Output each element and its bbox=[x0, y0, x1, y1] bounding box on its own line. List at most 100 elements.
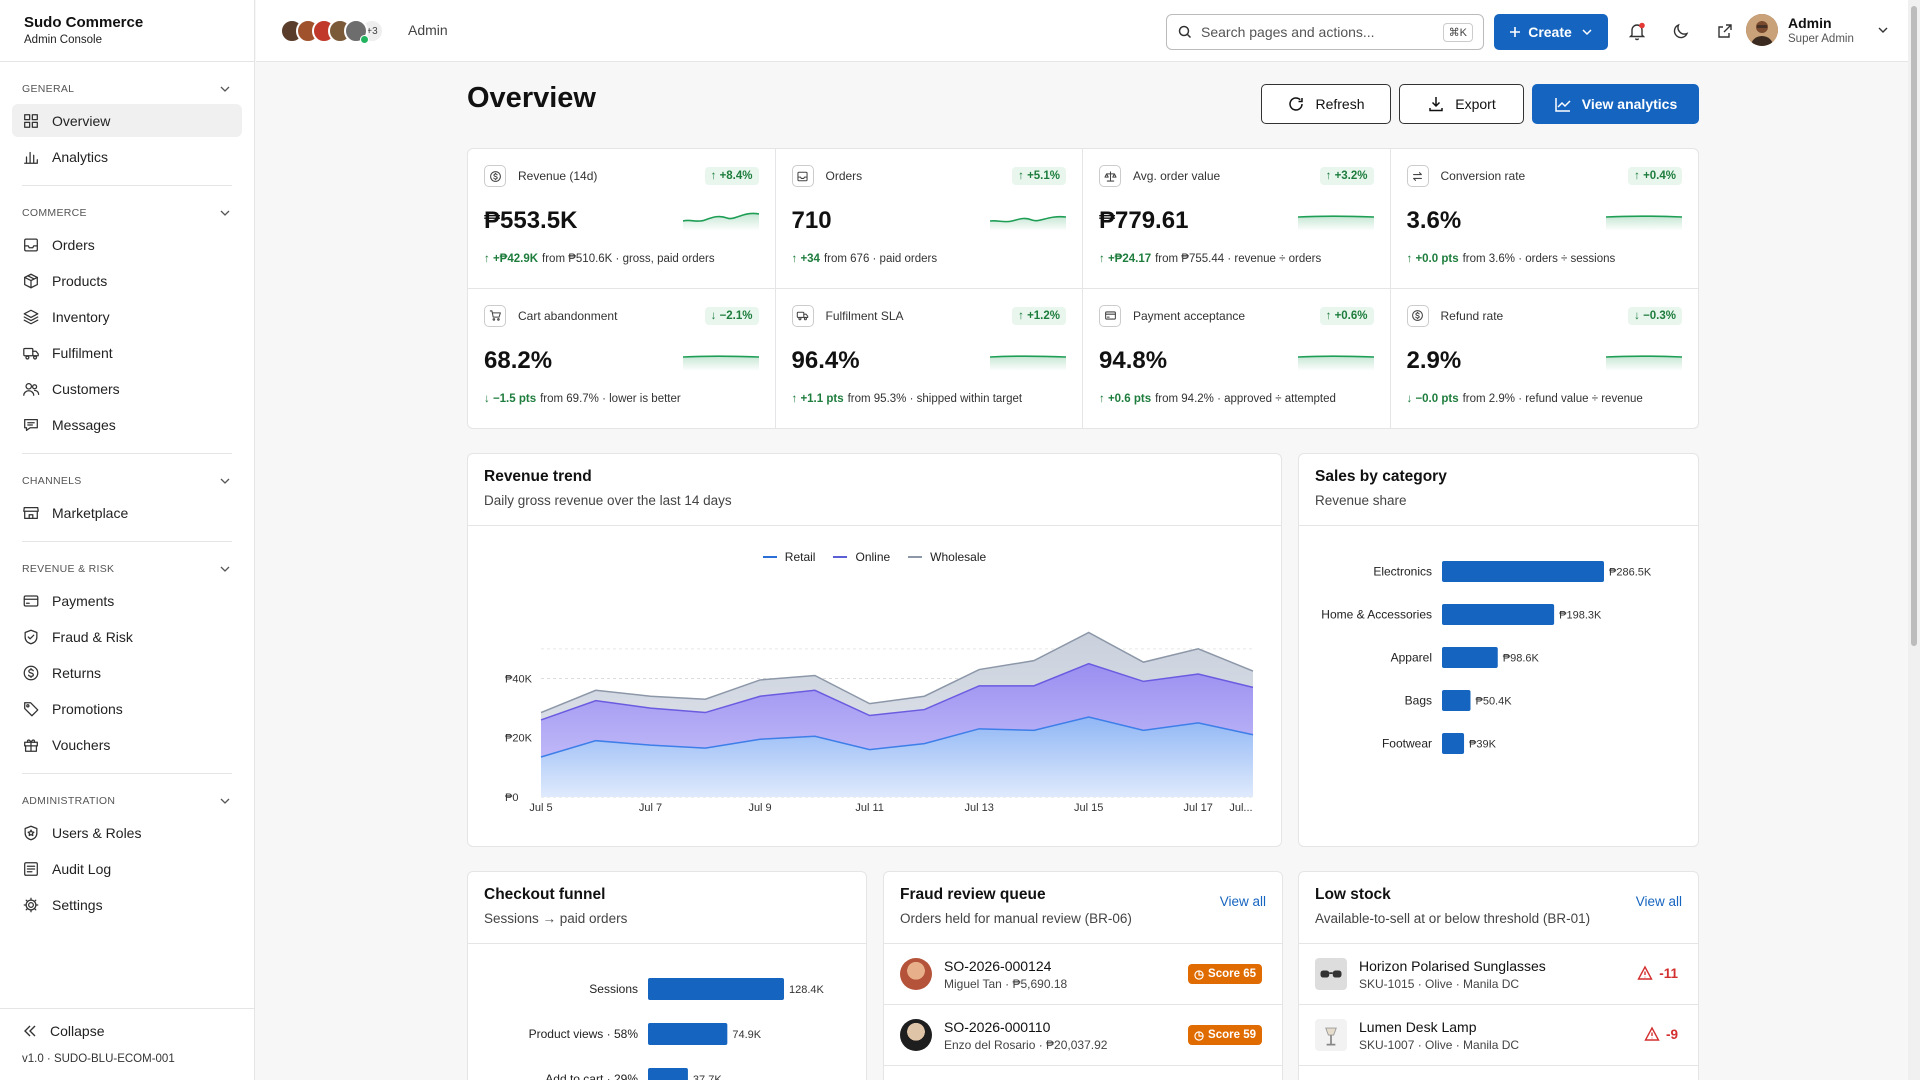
page-title: Overview bbox=[467, 82, 596, 114]
kpi-card[interactable]: Conversion rate ↑ +0.4% 3.6% ↑ +0.0 pts from… bbox=[1390, 149, 1698, 289]
sidebar-item-products[interactable]: Products bbox=[12, 264, 242, 297]
x-tick-label: Jul 15 bbox=[1074, 802, 1103, 814]
list-item[interactable]: SO-2026-000124 Miguel Tan · ₱5,690.18 ◷ S… bbox=[884, 944, 1282, 1005]
swap-icon bbox=[1413, 171, 1422, 181]
sidebar-item-inventory[interactable]: Inventory bbox=[12, 300, 242, 333]
kpi-footnote: ↑ +₱24.17 from ₱755.44 · revenue ÷ orders bbox=[1099, 253, 1374, 265]
kpi-card[interactable]: Refund rate ↓ −0.3% 2.9% ↓ −0.0 pts from 2.9… bbox=[1391, 289, 1699, 429]
kpi-change: ↑ +34 bbox=[791, 253, 820, 265]
kpi-note: from 95.3% · shipped within target bbox=[847, 392, 1023, 405]
sidebar-item-audit-log[interactable]: Audit Log bbox=[12, 852, 242, 885]
scrollbar-thumb[interactable] bbox=[1911, 6, 1917, 646]
legend-item[interactable]: Retail bbox=[762, 550, 815, 564]
category-label: Footwear bbox=[1382, 737, 1432, 751]
moon-icon[interactable] bbox=[1671, 21, 1691, 41]
legend-swatch bbox=[833, 556, 848, 558]
sidebar-item-settings[interactable]: Settings bbox=[12, 888, 242, 921]
collapse-button[interactable]: Collapse bbox=[22, 1023, 233, 1039]
brand[interactable]: Sudo Commerce Admin Console bbox=[0, 0, 254, 62]
trend-chart-icon bbox=[1555, 98, 1571, 112]
bar[interactable] bbox=[1442, 690, 1471, 711]
bar[interactable] bbox=[1442, 647, 1498, 668]
bar[interactable] bbox=[648, 1068, 688, 1080]
x-tick-label: Jul... bbox=[1229, 802, 1252, 814]
score-badge: ◷ Score 65 bbox=[1188, 964, 1262, 984]
list-item[interactable]: SO-2026-000110 Enzo del Rosario · ₱20,03… bbox=[884, 1005, 1282, 1066]
sparkline bbox=[682, 212, 759, 231]
product-meta: SKU-1015 · Olive · Manila DC bbox=[1359, 976, 1520, 991]
search-shortcut: ⌘K bbox=[1442, 22, 1473, 42]
shield-icon bbox=[24, 629, 38, 644]
sidebar-item-customers[interactable]: Customers bbox=[12, 372, 242, 405]
sidebar-item-returns[interactable]: Returns bbox=[12, 656, 242, 689]
list-item[interactable]: Lumen Desk Lamp SKU-1007 · Olive · Manil… bbox=[1299, 1005, 1698, 1066]
legend-item[interactable]: Online bbox=[833, 550, 890, 564]
kpi-card[interactable]: Payment acceptance ↑ +0.6% 94.8% ↑ +0.6 pts… bbox=[1083, 288, 1391, 428]
kpi-card[interactable]: Revenue (14d) ↑ +8.4% ₱553.5K ↑ +₱42.9K from… bbox=[468, 149, 776, 289]
kpi-note: from 69.7% · lower is better bbox=[540, 392, 681, 405]
kpi-note: from 676 · paid orders bbox=[823, 253, 938, 265]
sidebar-item-label: Analytics bbox=[52, 148, 109, 165]
kpi-card[interactable]: Avg. order value ↑ +3.2% ₱779.61 ↑ +₱24.17 f… bbox=[1083, 149, 1391, 289]
legend-item[interactable]: Wholesale bbox=[908, 550, 986, 564]
legend-swatch bbox=[908, 556, 923, 558]
sidebar-item-label: Customers bbox=[52, 380, 120, 397]
sidebar-item-label: Inventory bbox=[52, 308, 110, 325]
kpi-card[interactable]: Orders ↑ +5.1% 710 ↑ +34 from 676 · paid ord… bbox=[775, 149, 1083, 289]
warning-icon bbox=[1644, 1026, 1660, 1041]
bar[interactable] bbox=[1442, 561, 1604, 582]
view-all-link[interactable]: View all bbox=[1219, 894, 1266, 909]
section-divider bbox=[22, 185, 232, 186]
sidebar-item-label: Products bbox=[52, 272, 108, 289]
sidebar-item-analytics[interactable]: Analytics bbox=[12, 140, 242, 173]
export-button[interactable]: Export bbox=[1399, 84, 1524, 124]
bar[interactable] bbox=[1442, 604, 1555, 625]
checkout-funnel-card: Checkout funnel Sessions → paid orders S… bbox=[467, 871, 867, 1080]
collaborator-avatars[interactable]: +3 bbox=[280, 19, 384, 44]
sidebar-item-messages[interactable]: Messages bbox=[12, 408, 242, 441]
x-tick-label: Jul 13 bbox=[964, 802, 993, 814]
product-name: Horizon Polarised Sunglasses bbox=[1359, 957, 1546, 974]
gift-icon bbox=[24, 738, 38, 752]
order-id: SO-2026-000110 bbox=[944, 1018, 1051, 1035]
sidebar-item-overview[interactable]: Overview bbox=[12, 104, 242, 137]
sidebar-item-vouchers[interactable]: Vouchers bbox=[12, 728, 242, 761]
section-header[interactable]: COMMERCE bbox=[12, 198, 242, 228]
section-header[interactable]: REVENUE & RISK bbox=[12, 554, 242, 584]
section-header[interactable]: CHANNELS bbox=[12, 466, 242, 496]
bar[interactable] bbox=[648, 978, 784, 1000]
page-scrollbar[interactable] bbox=[1908, 0, 1920, 1080]
sidebar-item-promotions[interactable]: Promotions bbox=[12, 692, 242, 725]
bar[interactable] bbox=[648, 1023, 728, 1045]
create-button[interactable]: Create bbox=[1494, 14, 1608, 50]
sidebar-item-users-roles[interactable]: Users & Roles bbox=[12, 816, 242, 849]
list-item[interactable]: Horizon Polarised Sunglasses SKU-1015 · … bbox=[1299, 944, 1698, 1005]
delta-badge: ↑ +3.2% bbox=[1319, 167, 1374, 185]
sidebar-item-fraud-risk[interactable]: Fraud & Risk bbox=[12, 620, 242, 653]
chevron-down-icon bbox=[220, 86, 230, 92]
x-tick-label: Jul 5 bbox=[529, 802, 552, 814]
grid-icon bbox=[24, 113, 38, 128]
brand-name: Sudo Commerce bbox=[24, 14, 144, 31]
sidebar: Sudo Commerce Admin Console GENERAL Overv… bbox=[0, 0, 255, 1080]
view-analytics-button[interactable]: View analytics bbox=[1532, 84, 1699, 124]
kpi-card[interactable]: Fulfilment SLA ↑ +1.2% 96.4% ↑ +1.1 pts from… bbox=[776, 288, 1083, 428]
x-tick-label: Jul 11 bbox=[855, 802, 884, 814]
view-all-link[interactable]: View all bbox=[1635, 894, 1682, 909]
bar[interactable] bbox=[1442, 733, 1465, 754]
search-input[interactable]: Search pages and actions... ⌘K bbox=[1166, 14, 1484, 50]
section-header[interactable]: ADMINISTRATION bbox=[12, 786, 242, 816]
sparkline bbox=[990, 215, 1066, 231]
bar-value-label: ₱286.5K bbox=[1609, 567, 1652, 579]
refresh-button[interactable]: Refresh bbox=[1261, 84, 1391, 124]
sidebar-item-marketplace[interactable]: Marketplace bbox=[12, 496, 242, 529]
external-link-icon[interactable] bbox=[1715, 21, 1735, 41]
sidebar-item-fulfilment[interactable]: Fulfilment bbox=[12, 336, 242, 369]
sidebar-item-payments[interactable]: Payments bbox=[12, 584, 242, 617]
section-header[interactable]: GENERAL bbox=[12, 74, 242, 104]
sidebar-item-orders[interactable]: Orders bbox=[12, 228, 242, 261]
user-menu[interactable]: Admin Super Admin bbox=[1746, 14, 1890, 46]
bell-icon[interactable] bbox=[1627, 21, 1647, 41]
kpi-card[interactable]: Cart abandonment ↓ −2.1% 68.2% ↓ −1.5 pts fr… bbox=[468, 288, 776, 428]
chevron-down-icon bbox=[220, 210, 230, 216]
